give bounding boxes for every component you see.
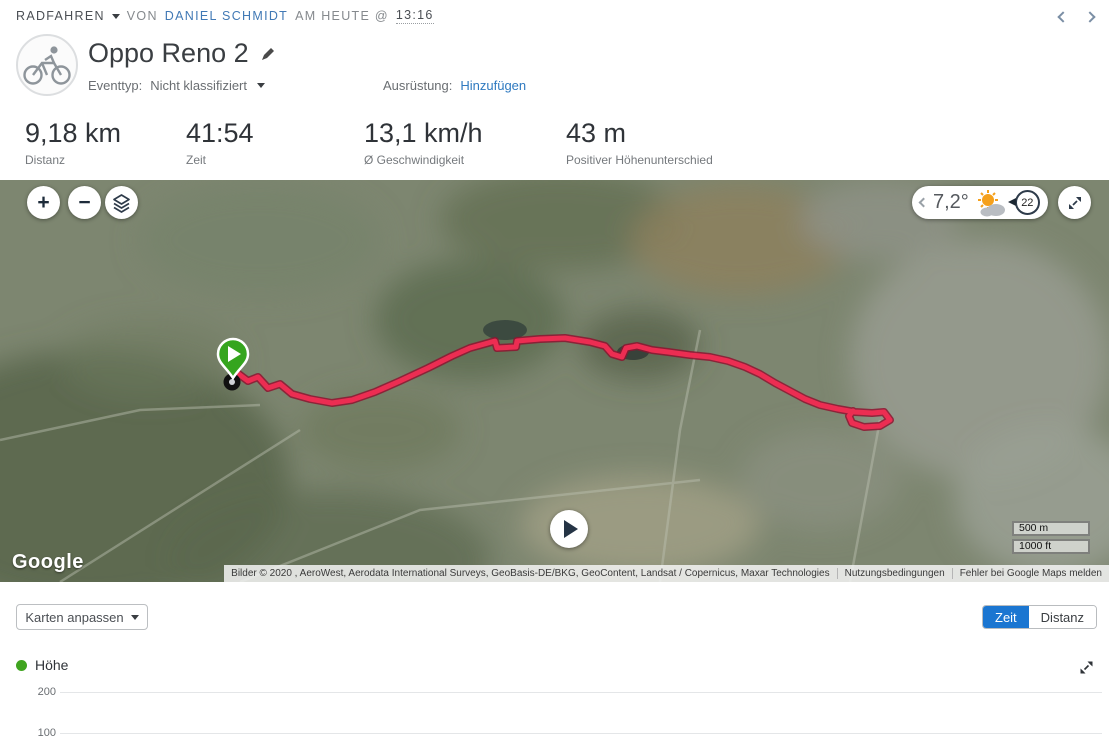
chart-legend: Höhe — [16, 657, 68, 673]
google-logo[interactable]: Google — [12, 551, 84, 573]
stat-label: Positiver Höhenunterschied — [566, 153, 713, 167]
map-layers-button[interactable] — [105, 186, 138, 219]
temperature-value: 7,2° — [933, 191, 969, 213]
gridline-200: 200 — [0, 686, 1109, 706]
next-activity-button[interactable] — [1084, 11, 1096, 23]
y-tick-label: 200 — [37, 686, 56, 698]
map-attribution: Bilder © 2020 , AeroWest, Aerodata Inter… — [224, 565, 1109, 582]
stat-distance: 9,18 km Distanz — [25, 118, 121, 167]
activity-time[interactable]: 13:16 — [395, 8, 434, 24]
scale-imperial: 1000 ft — [1012, 539, 1090, 554]
page-title: Oppo Reno 2 — [88, 38, 249, 68]
stat-value: 43 m — [566, 118, 627, 148]
gear-add-link[interactable]: Hinzufügen — [460, 78, 527, 93]
activity-avatar — [16, 34, 78, 96]
layers-icon — [113, 193, 130, 213]
edit-pencil-icon[interactable] — [259, 46, 275, 62]
map-scale: 500 m 1000 ft — [1012, 521, 1090, 557]
chevron-down-icon[interactable] — [111, 13, 120, 19]
eventtype-label: Eventtyp: — [88, 78, 143, 93]
weather-widget[interactable]: 7,2° 22 — [912, 186, 1048, 219]
gridline — [60, 692, 1102, 693]
end-marker[interactable] — [223, 373, 241, 391]
stat-value: 13,1 km/h — [364, 118, 483, 148]
gridline-100: 100 — [0, 727, 1109, 747]
breadcrumb: RADFAHREN VON DANIEL SCHMIDT AM HEUTE @ … — [16, 8, 434, 24]
xaxis-toggle: Zeit Distanz — [982, 605, 1098, 629]
gear-label: Ausrüstung: — [383, 78, 453, 93]
expand-icon — [1068, 196, 1081, 209]
activity-type-label[interactable]: RADFAHREN — [16, 9, 105, 23]
von-label: VON — [126, 9, 158, 23]
stat-label: Ø Geschwindigkeit — [364, 153, 465, 167]
weather-prev-icon[interactable] — [918, 197, 929, 208]
route-playback-button[interactable] — [550, 510, 588, 548]
date-label: AM HEUTE @ — [295, 9, 389, 23]
chart-expand-icon[interactable] — [1078, 659, 1095, 676]
gridline — [60, 733, 1102, 734]
author-link[interactable]: DANIEL SCHMIDT — [164, 9, 289, 23]
chevron-down-icon[interactable] — [257, 83, 265, 88]
zoom-out-button[interactable]: − — [68, 186, 101, 219]
stat-label: Zeit — [186, 153, 207, 167]
report-error-link[interactable]: Fehler bei Google Maps melden — [951, 568, 1109, 579]
map-canvas[interactable]: + − 7,2° 22 — [0, 180, 1109, 582]
play-icon — [564, 520, 578, 538]
minus-icon: − — [78, 190, 91, 214]
stat-time: 41:54 Zeit — [186, 118, 254, 167]
stat-value: 41:54 — [186, 118, 254, 148]
wind-speed-value: 22 — [1014, 190, 1040, 215]
customize-maps-button[interactable]: Karten anpassen — [16, 604, 148, 630]
terms-link[interactable]: Nutzungsbedingungen — [836, 568, 952, 579]
toggle-time-button[interactable]: Zeit — [983, 606, 1029, 628]
start-marker[interactable] — [216, 337, 250, 381]
zoom-in-button[interactable]: + — [27, 186, 60, 219]
toggle-distance-button[interactable]: Distanz — [1028, 606, 1097, 628]
route-track — [232, 334, 894, 431]
cycling-icon — [23, 46, 71, 85]
wind-direction-arrow-icon — [1007, 198, 1016, 206]
plus-icon: + — [37, 190, 50, 214]
stat-elevation-gain: 43 m Positiver Höhenunterschied — [566, 118, 713, 167]
elevation-legend-label[interactable]: Höhe — [35, 657, 69, 673]
chevron-down-icon — [130, 614, 139, 620]
y-tick-label: 100 — [37, 727, 56, 739]
previous-activity-button[interactable] — [1057, 11, 1069, 23]
elevation-series-dot — [16, 659, 27, 671]
wind-indicator: 22 — [1007, 190, 1040, 215]
stat-value: 9,18 km — [25, 118, 122, 148]
sun-cloud-icon — [977, 189, 1005, 216]
eventtype-value[interactable]: Nicht klassifiziert — [150, 78, 247, 93]
map-fullscreen-button[interactable] — [1058, 186, 1091, 219]
scale-metric: 500 m — [1012, 521, 1090, 536]
stat-label: Distanz — [25, 153, 66, 167]
customize-maps-label: Karten anpassen — [25, 609, 124, 625]
imagery-credits: Bilder © 2020 , AeroWest, Aerodata Inter… — [231, 568, 830, 579]
stat-avg-speed: 13,1 km/h Ø Geschwindigkeit — [364, 118, 483, 167]
